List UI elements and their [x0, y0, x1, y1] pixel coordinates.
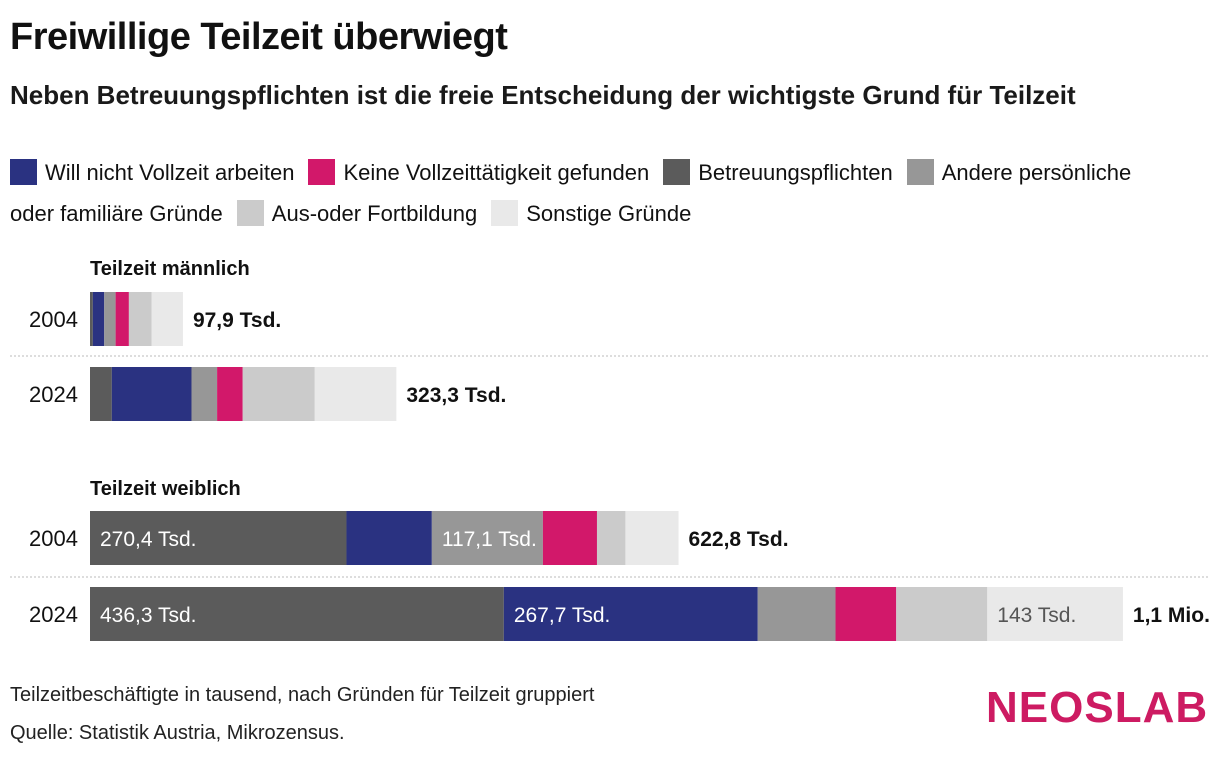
legend-label-andere: Andere persönliche oder familiäre Gründe — [10, 160, 1132, 227]
total-label: 622,8 Tsd. — [689, 528, 789, 551]
segment-label: 117,1 Tsd. — [442, 528, 537, 551]
segment-label: 436,3 Tsd. — [100, 604, 197, 627]
year-label: 2004 — [29, 526, 78, 551]
chart-subtitle: Neben Betreuungspflichten ist die freie … — [10, 80, 1076, 110]
total-label: 1,1 Mio. — [1133, 604, 1210, 627]
bar-segment-keine_vollzeit — [835, 587, 897, 641]
legend-label-keine_vollzeit: Keine Vollzeittätigkeit gefunden — [343, 160, 650, 186]
bar-segment-ausbildung — [896, 587, 988, 641]
legend-swatch-keine_vollzeit — [308, 159, 336, 186]
bar-segment-sonstige — [151, 292, 183, 346]
bar-segment-andere — [757, 587, 836, 641]
legend-item-ausbildung: Aus-oder Fortbildung — [236, 194, 478, 234]
legend-item-andere: Andere persönliche oder familiäre Gründe — [10, 159, 1132, 227]
year-label: 2024 — [29, 602, 78, 627]
bar-segment-betreuung — [90, 587, 504, 641]
group-label: Teilzeit weiblich — [90, 478, 241, 500]
year-label: 2004 — [29, 307, 78, 332]
year-label: 2024 — [29, 382, 78, 407]
legend-swatch-andere — [906, 159, 934, 186]
bar-segment-andere — [431, 511, 543, 565]
legend-item-will_nicht: Will nicht Vollzeit arbeiten — [10, 153, 294, 193]
bar-segment-will_nicht — [346, 511, 432, 565]
segment-label: 267,7 Tsd. — [514, 604, 611, 627]
segment-label: 270,4 Tsd. — [100, 528, 197, 551]
bar-segment-ausbildung — [596, 511, 626, 565]
logo-part-lab: LAB — [1114, 683, 1209, 732]
logo-part-neos: NEOS — [986, 683, 1115, 732]
group-label: Teilzeit männlich — [90, 258, 250, 280]
legend-item-betreuung: Betreuungspflichten — [663, 153, 893, 193]
bar-segment-andere — [104, 292, 116, 346]
bar-segment-sonstige — [625, 511, 679, 565]
legend-label-sonstige: Sonstige Gründe — [526, 201, 692, 227]
legend-swatch-will_nicht — [10, 159, 37, 186]
legend-swatch-ausbildung — [236, 200, 264, 227]
bar-segment-ausbildung — [128, 292, 152, 346]
bar-segment-keine_vollzeit — [217, 367, 243, 421]
legend-item-sonstige: Sonstige Gründe — [491, 194, 691, 234]
footer-source: Quelle: Statistik Austria, Mikrozensus. — [10, 722, 345, 744]
segment-label: 143 Tsd. — [997, 604, 1076, 627]
bar-segment-sonstige — [314, 367, 397, 421]
bar-segment-sonstige — [987, 587, 1123, 641]
bar-segment-betreuung — [90, 292, 93, 346]
legend: Will nicht Vollzeit arbeiten Keine Vollze… — [10, 152, 1170, 234]
bar-segment-betreuung — [90, 367, 112, 421]
stacked-bar-chart: Teilzeit männlich 2004 97,9 Tsd. 2024 323,3 … — [10, 258, 1210, 641]
bar-segment-will_nicht — [503, 587, 758, 641]
legend-swatch-sonstige — [491, 200, 519, 227]
bar-segment-will_nicht — [92, 292, 105, 346]
bar-segment-keine_vollzeit — [542, 511, 597, 565]
legend-label-will_nicht: Will nicht Vollzeit arbeiten — [45, 160, 295, 186]
neoslab-logo: NEOSLAB — [986, 683, 1208, 733]
bar-segment-andere — [191, 367, 218, 421]
legend-swatch-betreuung — [663, 159, 691, 186]
legend-label-betreuung: Betreuungspflichten — [698, 160, 893, 186]
bar-segment-betreuung — [90, 511, 347, 565]
legend-label-ausbildung: Aus-oder Fortbildung — [271, 201, 478, 227]
legend-item-keine_vollzeit: Keine Vollzeittätigkeit gefunden — [308, 153, 649, 193]
total-label: 97,9 Tsd. — [193, 309, 281, 332]
chart-title: Freiwillige Teilzeit überwiegt — [10, 16, 508, 58]
total-label: 323,3 Tsd. — [406, 384, 506, 407]
bar-segment-ausbildung — [242, 367, 315, 421]
bar-segment-will_nicht — [111, 367, 192, 421]
bar-segment-keine_vollzeit — [115, 292, 129, 346]
footer-note: Teilzeitbeschäftigte in tausend, nach Gr… — [10, 684, 595, 706]
